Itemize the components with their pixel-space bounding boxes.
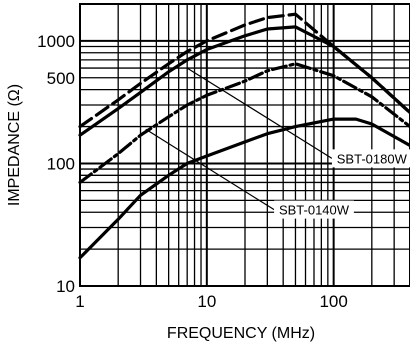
series-line-4 <box>78 117 410 260</box>
leader-line-1 <box>186 67 333 159</box>
series-line-3 <box>78 62 410 184</box>
series-line-2 <box>78 25 410 137</box>
grid <box>79 3 410 287</box>
x-axis-label: FREQUENCY (MHz) <box>167 325 315 342</box>
y-tick-label: 1000 <box>37 32 75 51</box>
annotation-bg-1 <box>331 149 410 168</box>
annotation-label-2: SBT-0140W <box>279 203 350 218</box>
x-tick-label: 1 <box>75 292 84 311</box>
x-tick-label: 10 <box>197 292 216 311</box>
plot-frame <box>79 3 410 287</box>
annotations: SBT-0180W SBT-0140W <box>145 67 410 219</box>
x-tick-label: 100 <box>319 292 347 311</box>
y-tick-label: 100 <box>47 154 75 173</box>
annotation-bg-2 <box>274 200 354 219</box>
annotation-label-1: SBT-0180W <box>337 151 408 166</box>
y-tick-label: 10 <box>56 277 75 296</box>
y-axis-label: IMPEDANCE (Ω) <box>6 84 23 206</box>
data-series <box>78 12 410 260</box>
leader-line-2 <box>145 128 275 211</box>
y-tick-label: 500 <box>47 69 75 88</box>
